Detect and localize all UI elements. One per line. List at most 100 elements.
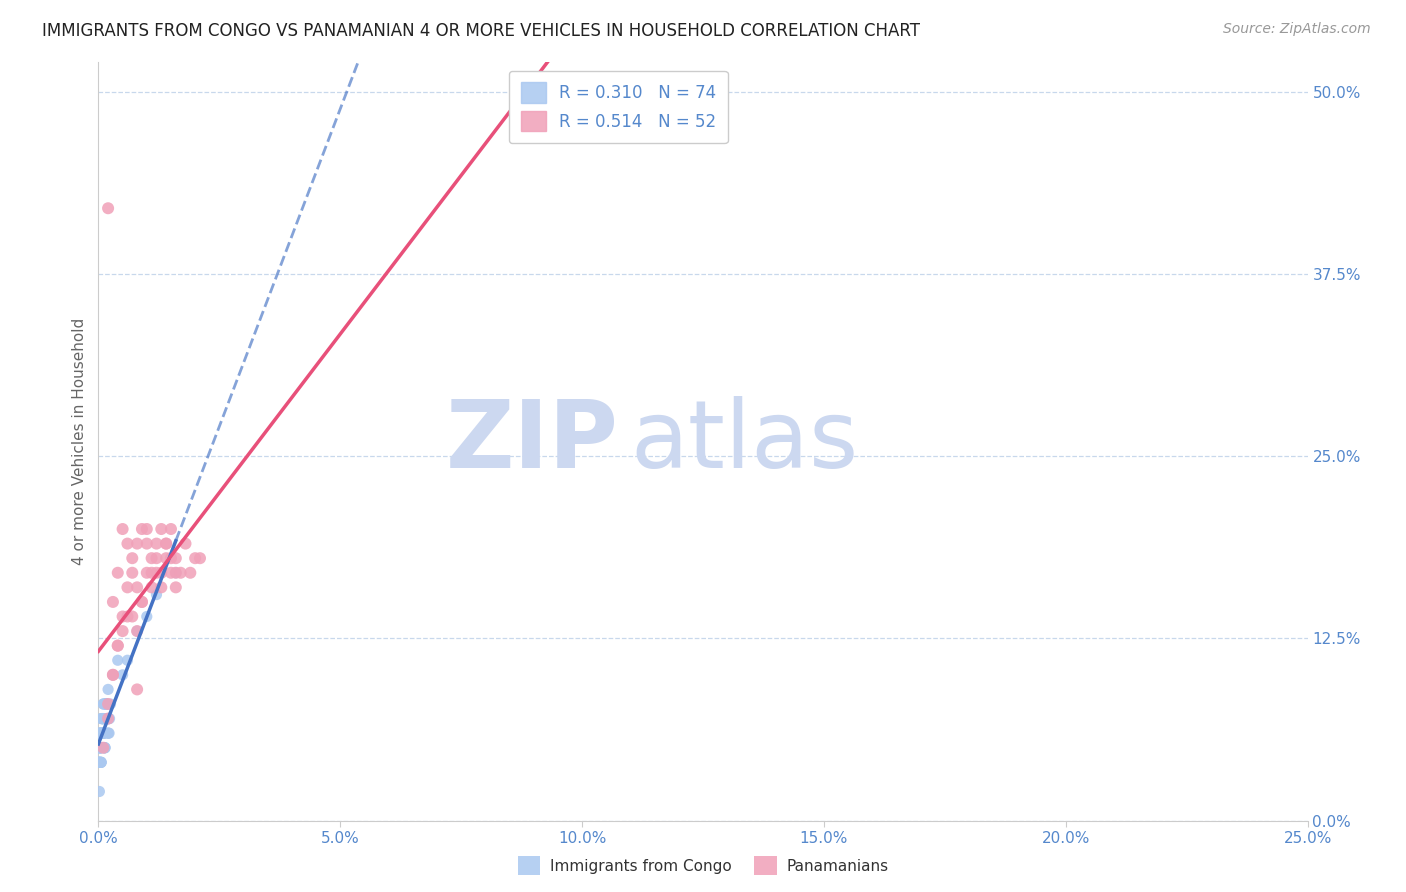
Point: [141, 551, 163, 566]
Point: [188, 551, 211, 566]
Point: [107, 653, 129, 667]
Point: [145, 566, 167, 580]
Point: [91, 712, 114, 726]
Point: [87, 756, 110, 770]
Point: [90, 712, 112, 726]
Point: [101, 668, 124, 682]
Point: [87, 756, 110, 770]
Text: atlas: atlas: [630, 395, 859, 488]
Point: [111, 668, 134, 682]
Point: [98, 712, 121, 726]
Point: [165, 566, 187, 580]
Point: [145, 536, 167, 550]
Point: [89, 726, 111, 740]
Point: [91, 712, 114, 726]
Point: [89, 726, 111, 740]
Text: ZIP: ZIP: [446, 395, 619, 488]
Point: [141, 566, 163, 580]
Point: [131, 522, 153, 536]
Point: [89, 726, 111, 740]
Point: [89, 740, 111, 755]
Point: [91, 712, 114, 726]
Point: [107, 639, 129, 653]
Point: [96, 697, 118, 711]
Point: [100, 697, 122, 711]
Point: [97, 712, 120, 726]
Point: [141, 580, 163, 594]
Text: IMMIGRANTS FROM CONGO VS PANAMANIAN 4 OR MORE VEHICLES IN HOUSEHOLD CORRELATION : IMMIGRANTS FROM CONGO VS PANAMANIAN 4 OR…: [42, 22, 920, 40]
Point: [101, 668, 124, 682]
Point: [90, 756, 112, 770]
Point: [94, 697, 117, 711]
Point: [90, 726, 112, 740]
Point: [155, 536, 177, 550]
Point: [89, 726, 111, 740]
Point: [91, 726, 114, 740]
Point: [179, 566, 201, 580]
Point: [90, 740, 112, 755]
Point: [165, 566, 187, 580]
Point: [111, 624, 134, 639]
Point: [93, 740, 115, 755]
Point: [91, 726, 114, 740]
Point: [91, 726, 114, 740]
Point: [91, 726, 114, 740]
Point: [87, 756, 110, 770]
Point: [184, 551, 207, 566]
Point: [107, 639, 129, 653]
Point: [117, 653, 139, 667]
Point: [135, 536, 157, 550]
Point: [160, 566, 183, 580]
Point: [97, 697, 120, 711]
Point: [91, 712, 114, 726]
Point: [91, 712, 114, 726]
Point: [89, 740, 111, 755]
Point: [91, 697, 114, 711]
Point: [131, 595, 153, 609]
Point: [90, 712, 112, 726]
Point: [150, 566, 173, 580]
Point: [127, 536, 149, 550]
Point: [97, 712, 120, 726]
Point: [127, 580, 149, 594]
Point: [174, 536, 197, 550]
Point: [90, 756, 112, 770]
Point: [89, 740, 111, 755]
Point: [127, 682, 149, 697]
Point: [150, 522, 173, 536]
Point: [91, 726, 114, 740]
Point: [89, 740, 111, 755]
Point: [90, 712, 112, 726]
Point: [97, 726, 120, 740]
Point: [97, 712, 120, 726]
Point: [107, 566, 129, 580]
Point: [97, 726, 120, 740]
Point: [145, 588, 167, 602]
Y-axis label: 4 or more Vehicles in Household: 4 or more Vehicles in Household: [72, 318, 87, 566]
Point: [121, 609, 143, 624]
Point: [94, 697, 117, 711]
Point: [91, 697, 114, 711]
Point: [87, 740, 110, 755]
Point: [89, 784, 111, 798]
Point: [121, 566, 143, 580]
Point: [97, 712, 120, 726]
Point: [117, 580, 139, 594]
Point: [165, 551, 187, 566]
Point: [155, 551, 177, 566]
Point: [97, 201, 120, 215]
Point: [93, 726, 115, 740]
Point: [131, 595, 153, 609]
Point: [155, 536, 177, 550]
Point: [165, 580, 187, 594]
Point: [135, 566, 157, 580]
Point: [93, 740, 115, 755]
Point: [97, 712, 120, 726]
Point: [145, 551, 167, 566]
Point: [94, 697, 117, 711]
Point: [150, 580, 173, 594]
Text: Source: ZipAtlas.com: Source: ZipAtlas.com: [1223, 22, 1371, 37]
Point: [169, 566, 191, 580]
Point: [89, 726, 111, 740]
Point: [97, 682, 120, 697]
